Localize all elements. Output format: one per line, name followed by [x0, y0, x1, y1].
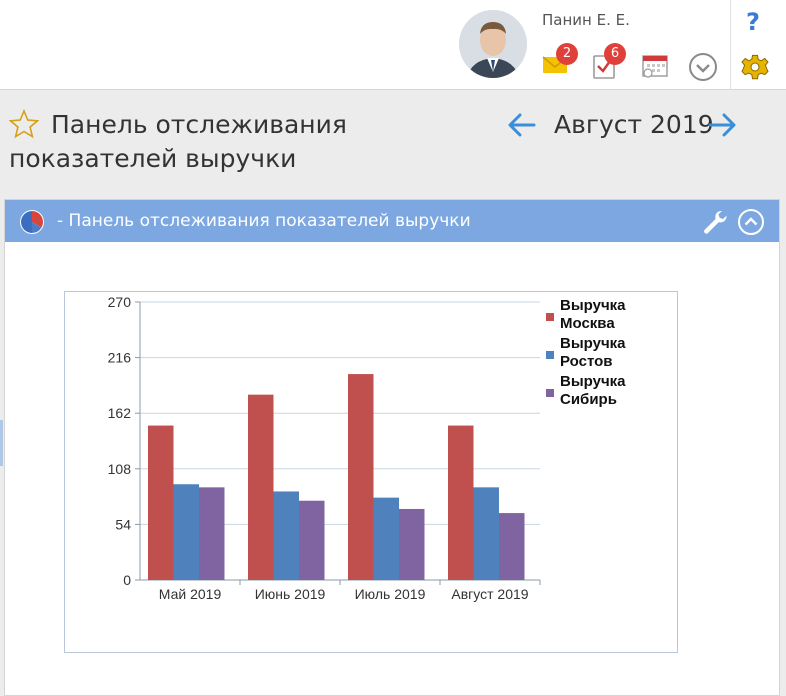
legend-label: Выручка — [560, 297, 626, 314]
x-tick-label: Июль 2019 — [355, 586, 426, 602]
bar — [173, 484, 199, 580]
x-tick-label: Июнь 2019 — [255, 586, 326, 602]
y-tick-label: 108 — [108, 461, 132, 477]
side-tab-handle[interactable] — [0, 420, 3, 466]
page-title: Панель отслеживания показателей выручки — [9, 110, 347, 173]
y-tick-label: 162 — [108, 405, 132, 421]
tasks-badge: 6 — [604, 43, 626, 65]
legend-label: Сибирь — [560, 391, 617, 408]
bar — [448, 425, 474, 580]
x-tick-label: Август 2019 — [451, 586, 528, 602]
legend-swatch — [546, 351, 554, 359]
favorite-star-icon[interactable] — [8, 108, 40, 139]
gear-icon[interactable] — [740, 52, 770, 82]
legend-label: Выручка — [560, 373, 626, 390]
widget-header: - Панель отслеживания показателей выручк… — [5, 200, 779, 242]
header-separator — [730, 0, 731, 90]
arrow-right-icon[interactable] — [706, 110, 738, 140]
user-name[interactable]: Панин Е. Е. — [542, 11, 630, 29]
collapse-up-icon[interactable] — [737, 208, 765, 236]
legend-label: Выручка — [560, 335, 626, 352]
period-label: Август 2019 — [554, 110, 714, 139]
widget-title: - Панель отслеживания показателей выручк… — [57, 211, 471, 231]
chart-canvas: 0 54 108 162 216 270 Май 2019 Июнь 2019 Июль 201… — [64, 291, 678, 653]
legend-swatch — [546, 389, 554, 397]
bar — [348, 374, 374, 580]
calendar-icon[interactable] — [640, 50, 670, 80]
wrench-icon[interactable] — [701, 208, 729, 236]
y-tick-label: 54 — [115, 516, 131, 532]
bar — [199, 487, 225, 580]
bar — [473, 487, 499, 580]
revenue-widget: - Панель отслеживания показателей выручк… — [4, 199, 780, 696]
revenue-bar-chart: 0 54 108 162 216 270 Май 2019 Июнь 2019 Июль 201… — [64, 291, 678, 653]
bar — [248, 394, 274, 580]
bar — [273, 491, 299, 580]
avatar[interactable] — [459, 10, 527, 78]
legend-swatch — [546, 313, 554, 321]
top-header: Панин Е. Е. 2 6 ? — [0, 0, 786, 90]
y-tick-label: 0 — [123, 572, 131, 588]
pie-chart-icon — [18, 208, 46, 236]
legend-label: Ростов — [560, 353, 612, 370]
chevron-down-circle-icon[interactable] — [688, 52, 718, 82]
bar — [148, 425, 174, 580]
help-icon[interactable]: ? — [746, 8, 760, 36]
legend-label: Москва — [560, 315, 615, 332]
y-tick-label: 270 — [108, 294, 132, 310]
arrow-left-icon[interactable] — [506, 110, 538, 140]
messages-badge: 2 — [556, 43, 578, 65]
bar — [299, 500, 325, 580]
bar — [399, 508, 425, 580]
x-tick-label: Май 2019 — [159, 586, 222, 602]
bar — [499, 513, 525, 580]
y-tick-label: 216 — [108, 350, 132, 366]
bar — [373, 497, 399, 580]
